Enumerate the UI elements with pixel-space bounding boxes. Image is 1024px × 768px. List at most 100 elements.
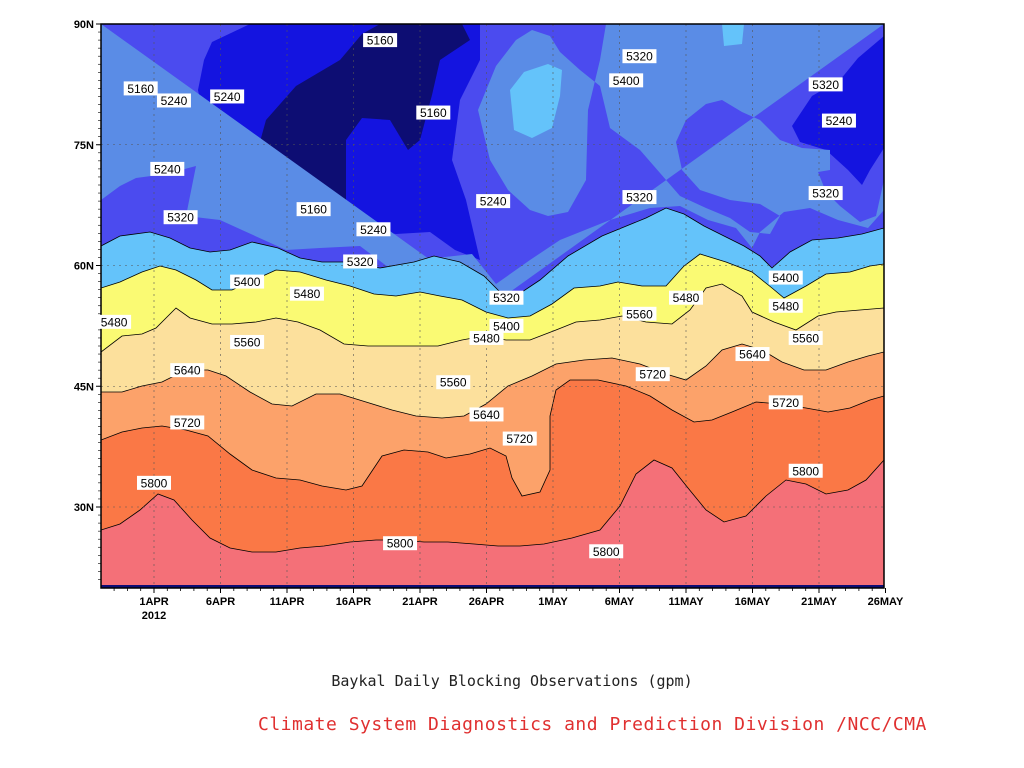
contour-label-box — [289, 286, 324, 301]
contour-label-box — [768, 395, 803, 410]
contour-label: 5320 — [626, 191, 653, 205]
contour-label: 5640 — [174, 364, 201, 378]
contour-label: 5720 — [772, 396, 799, 410]
contour-label-box — [416, 105, 451, 120]
contour-label: 5720 — [174, 416, 201, 430]
x-tick-label: 21MAY — [801, 596, 837, 608]
x-tick-label: 16MAY — [735, 596, 771, 608]
x-tick-label: 11APR — [270, 596, 305, 608]
contour-label-box — [356, 222, 391, 237]
contour-label: 5560 — [440, 376, 467, 390]
contour-label-box — [150, 161, 185, 176]
contour-label: 5560 — [234, 335, 261, 349]
contour-label-box — [156, 93, 191, 108]
contour-label: 5800 — [141, 476, 168, 490]
contour-label: 5560 — [792, 331, 819, 345]
contour-label-box — [230, 274, 265, 289]
x-tick-label: 11MAY — [668, 596, 704, 608]
band-above-5800 — [101, 460, 884, 585]
contour-label-box — [788, 330, 823, 345]
contour-label: 5320 — [347, 255, 374, 269]
contour-label-box — [622, 306, 657, 321]
contour-label-box — [123, 81, 158, 96]
contour-label-box — [469, 407, 504, 422]
contour-label: 5160 — [420, 106, 447, 120]
contour-label: 5160 — [300, 203, 327, 217]
contour-label: 5640 — [473, 408, 500, 422]
credit-line: Climate System Diagnostics and Predictio… — [258, 714, 927, 735]
contour-label: 5560 — [626, 307, 653, 321]
x-tick-label: 26APR — [469, 596, 505, 608]
x-tick-label: 1APR — [139, 596, 168, 608]
grid-lines — [101, 24, 884, 588]
contour-label-box — [436, 375, 471, 390]
contour-label: 5320 — [626, 50, 653, 64]
contour-label-box — [363, 33, 398, 48]
contour-label: 5480 — [101, 315, 128, 329]
contour-label: 5640 — [739, 348, 766, 362]
contour-label: 5240 — [360, 223, 387, 237]
contour-label: 5400 — [234, 275, 261, 289]
contour-label-box — [343, 254, 378, 269]
contour-label: 5240 — [154, 162, 181, 176]
contour-label-box — [622, 49, 657, 64]
contour-label-box — [788, 463, 823, 478]
contour-label: 5720 — [639, 368, 666, 382]
contour-label: 5160 — [367, 34, 394, 48]
chart-caption: Baykal Daily Blocking Observations (gpm) — [331, 672, 693, 690]
y-tick-label: 60N — [74, 261, 94, 273]
contour-label: 5800 — [593, 545, 620, 559]
axes: 1APR 6APR 11APR 16APR 21APR 26APR 1MAY 6MAY 11MA… — [74, 19, 904, 622]
contour-label: 5240 — [214, 90, 241, 104]
contour-label: 5240 — [826, 114, 853, 128]
x-tick-label: 16APR — [336, 596, 372, 608]
contour-label-box — [768, 298, 803, 313]
contour-label: 5320 — [167, 211, 194, 225]
contour-label: 5320 — [493, 291, 520, 305]
contour-label-box — [489, 290, 524, 305]
contour-labels: 5160 5160 5160 5160 5240 5240 5240 5240 5240 5240… — [97, 33, 856, 559]
contour-label: 5720 — [506, 432, 533, 446]
contour-label: 5320 — [812, 78, 839, 92]
contour-label-box — [502, 431, 537, 446]
contour-label: 5480 — [772, 299, 799, 313]
contour-label: 5240 — [161, 94, 188, 108]
contour-label: 5400 — [772, 271, 799, 285]
contour-label: 5320 — [812, 187, 839, 201]
contour-label-box — [97, 314, 132, 329]
contour-label-box — [489, 318, 524, 333]
contour-label-box — [622, 190, 657, 205]
contour-label: 5800 — [387, 537, 414, 551]
x-tick-label: 6APR — [206, 596, 235, 608]
x-tick-label: 6MAY — [605, 596, 635, 608]
x-tick-label: 1MAY — [538, 596, 568, 608]
contour-label-box — [163, 210, 198, 225]
contour-label: 5480 — [294, 287, 321, 301]
contour-label-box — [635, 367, 670, 382]
contour-label-box — [210, 89, 245, 104]
contour-label-box — [735, 347, 770, 362]
contour-label: 5800 — [792, 464, 819, 478]
contour-label: 5400 — [613, 74, 640, 88]
contour-label-box — [383, 536, 418, 551]
contour-label-box — [808, 186, 843, 201]
contour-label: 5160 — [127, 82, 154, 96]
contour-label-box — [137, 475, 171, 490]
contour-label-box — [768, 270, 803, 285]
contour-label-box — [476, 194, 511, 209]
contour-label-box — [821, 113, 856, 128]
contour-label-box — [230, 334, 265, 349]
contour-label-box — [609, 73, 644, 88]
y-tick-label: 30N — [74, 502, 94, 514]
contour-label-box — [589, 544, 624, 559]
contour-label-box — [170, 363, 205, 378]
y-tick-label: 75N — [74, 140, 94, 152]
x-tick-label: 21APR — [402, 596, 438, 608]
x-tick-label: 26MAY — [868, 596, 904, 608]
contour-label: 5400 — [493, 319, 520, 333]
y-tick-label: 45N — [74, 381, 94, 393]
contour-label-box — [296, 202, 331, 217]
contour-label: 5480 — [473, 331, 500, 345]
contour-label: 5240 — [480, 195, 507, 209]
